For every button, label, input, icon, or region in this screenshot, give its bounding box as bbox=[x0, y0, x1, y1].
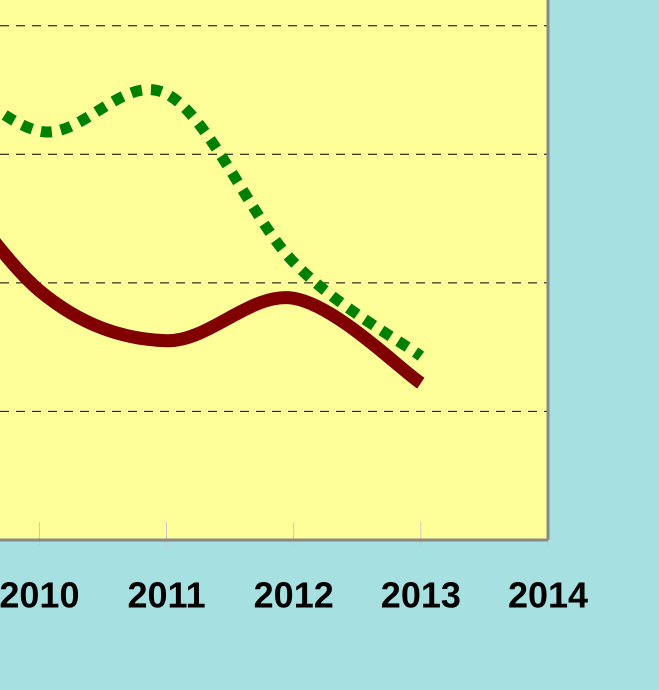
x-tick-label: 2010 bbox=[0, 575, 79, 616]
plot-area bbox=[0, 0, 548, 540]
x-tick-label: 2014 bbox=[508, 575, 588, 616]
series-group bbox=[0, 84, 425, 389]
x-tick-label: 2013 bbox=[381, 575, 461, 616]
series-line bbox=[0, 238, 425, 389]
x-tick-label: 2011 bbox=[128, 575, 206, 616]
x-tick-label: 2012 bbox=[254, 575, 334, 616]
